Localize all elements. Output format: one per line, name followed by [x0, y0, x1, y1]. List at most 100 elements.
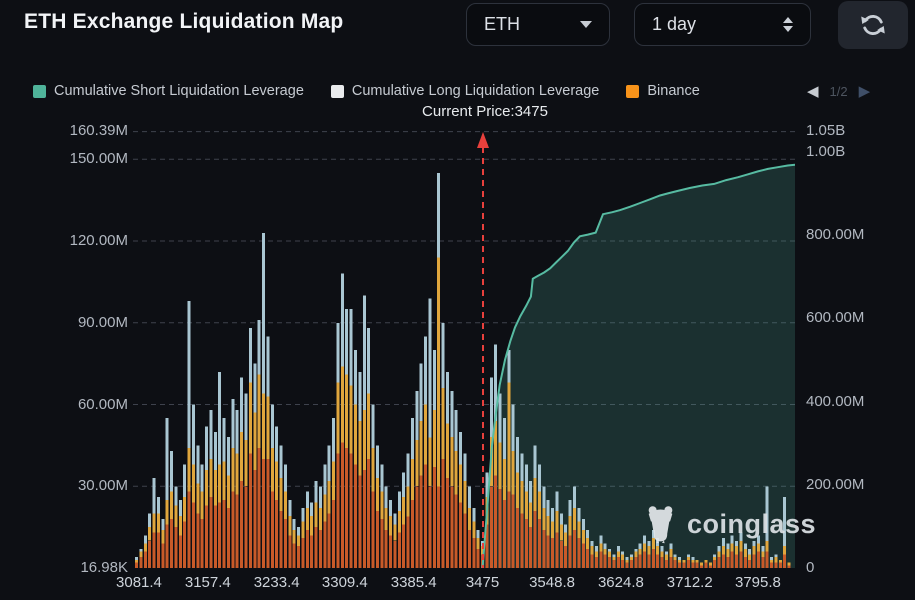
liquidation-bar-segment — [599, 535, 603, 544]
liquidation-bar-segment — [345, 448, 349, 568]
liquidation-bar-segment — [629, 557, 633, 560]
liquidation-bar-segment — [616, 557, 620, 568]
liquidation-bar-segment — [555, 510, 559, 533]
liquidation-bar-segment — [502, 418, 506, 459]
liquidation-bar-segment — [524, 464, 528, 492]
x-axis: 3081.4 3157.4 3233.4 3309.4 3385.4 3475 3548.8… — [116, 574, 795, 596]
liquidation-bar-segment — [778, 562, 782, 568]
liquidation-bar-segment — [546, 535, 550, 568]
liquidation-bar-segment — [323, 464, 327, 495]
liquidation-bar-segment — [441, 459, 445, 568]
liquidation-bar-segment — [415, 486, 419, 568]
liquidation-bar-segment — [463, 513, 467, 568]
binance-swatch — [626, 84, 640, 98]
y-axis-right-label: 200.00M — [806, 475, 865, 493]
liquidation-bar-segment — [178, 535, 182, 568]
liquidation-bar-segment — [441, 322, 445, 389]
liquidation-bar-segment — [222, 461, 226, 500]
plot-svg — [133, 131, 796, 569]
liquidation-bar-segment — [191, 502, 195, 568]
liquidation-bar-segment — [608, 551, 612, 558]
liquidation-bar-segment — [721, 546, 725, 555]
liquidation-bar-segment — [419, 363, 423, 421]
liquidation-bar-segment — [577, 538, 581, 568]
liquidation-bar-segment — [305, 491, 309, 508]
liquidation-bar-segment — [174, 527, 178, 568]
liquidation-bar-segment — [148, 513, 152, 528]
legend-next-icon[interactable]: ▶ — [858, 82, 871, 100]
liquidation-bar-segment — [437, 257, 441, 487]
liquidation-bar-segment — [283, 491, 287, 519]
short-line-area — [482, 164, 795, 568]
liquidation-bar-segment — [283, 464, 287, 492]
liquidation-bar-segment — [743, 543, 747, 549]
liquidation-bar-segment — [507, 491, 511, 568]
liquidation-bar-segment — [629, 559, 633, 568]
liquidation-bar-segment — [437, 486, 441, 568]
chevron-down-icon — [580, 21, 592, 28]
liquidation-bar-segment — [248, 382, 252, 454]
legend-item-short[interactable]: Cumulative Short Liquidation Leverage — [33, 83, 304, 99]
liquidation-bar-segment — [599, 551, 603, 568]
liquidation-bar-segment — [200, 491, 204, 519]
legend-pager: ◀ 1/2 ▶ — [807, 79, 907, 103]
liquidation-bar-segment — [393, 540, 397, 568]
liquidation-bar-segment — [402, 524, 406, 568]
liquidation-bar-segment — [332, 499, 336, 568]
refresh-button[interactable] — [838, 1, 908, 49]
y-axis-left-label: 90.00M — [77, 313, 128, 331]
liquidation-bar-segment — [691, 557, 695, 560]
liquidation-bar-segment — [406, 516, 410, 568]
liquidation-bar-segment — [222, 499, 226, 568]
liquidation-bar-segment — [257, 448, 261, 568]
liquidation-bar-segment — [292, 519, 296, 530]
liquidation-bar-segment — [516, 437, 520, 473]
liquidation-bar-segment — [647, 554, 651, 568]
legend-prev-icon[interactable]: ◀ — [807, 82, 819, 100]
liquidation-bar-segment — [678, 557, 682, 560]
liquidation-bar-segment — [498, 393, 502, 443]
liquidation-bar-segment — [682, 559, 686, 563]
legend-item-binance[interactable]: Binance — [626, 83, 700, 99]
legend-item-long[interactable]: Cumulative Long Liquidation Leverage — [330, 83, 599, 99]
liquidation-bar-segment — [288, 499, 292, 517]
liquidation-bar-segment — [143, 551, 147, 568]
liquidation-bar-segment — [603, 548, 607, 555]
liquidation-bar-segment — [459, 431, 463, 465]
liquidation-bar-segment — [196, 513, 200, 568]
liquidation-bar-segment — [424, 464, 428, 568]
liquidation-bar-segment — [502, 459, 506, 500]
liquidation-bar-segment — [717, 557, 721, 568]
liquidation-bar-segment — [573, 529, 576, 568]
liquidation-bar-segment — [568, 516, 572, 536]
liquidation-bar-segment — [625, 559, 629, 563]
liquidation-bar-segment — [476, 538, 480, 549]
liquidation-bar-segment — [612, 557, 616, 560]
liquidation-bar-segment — [651, 529, 655, 539]
liquidation-bar-segment — [262, 393, 266, 459]
liquidation-bar-segment — [209, 497, 213, 568]
liquidation-bar-segment — [187, 301, 191, 449]
liquidation-bar-segment — [537, 491, 541, 519]
liquidation-bar-segment — [288, 516, 292, 536]
liquidation-bar-segment — [358, 420, 362, 476]
liquidation-bar-segment — [735, 540, 739, 547]
page-title: ETH Exchange Liquidation Map — [24, 10, 344, 33]
liquidation-bar-segment — [384, 529, 388, 568]
liquidation-bar-segment — [467, 529, 471, 568]
symbol-select[interactable]: ETH — [466, 3, 610, 46]
liquidation-bar-segment — [244, 439, 248, 487]
liquidation-bar-segment — [770, 557, 774, 560]
liquidation-bar-segment — [524, 491, 528, 519]
liquidation-bar-segment — [432, 467, 436, 568]
liquidation-bar-segment — [476, 548, 480, 568]
liquidation-bar-segment — [643, 543, 647, 552]
period-select[interactable]: 1 day — [634, 3, 811, 46]
liquidation-bar-segment — [472, 521, 476, 538]
liquidation-bar-segment — [367, 393, 371, 459]
liquidation-bar-segment — [625, 557, 629, 560]
liquidation-bar-segment — [292, 529, 296, 544]
liquidation-bar-segment — [756, 535, 760, 544]
liquidation-bar-segment — [529, 480, 533, 503]
liquidation-bar-segment — [262, 232, 266, 394]
